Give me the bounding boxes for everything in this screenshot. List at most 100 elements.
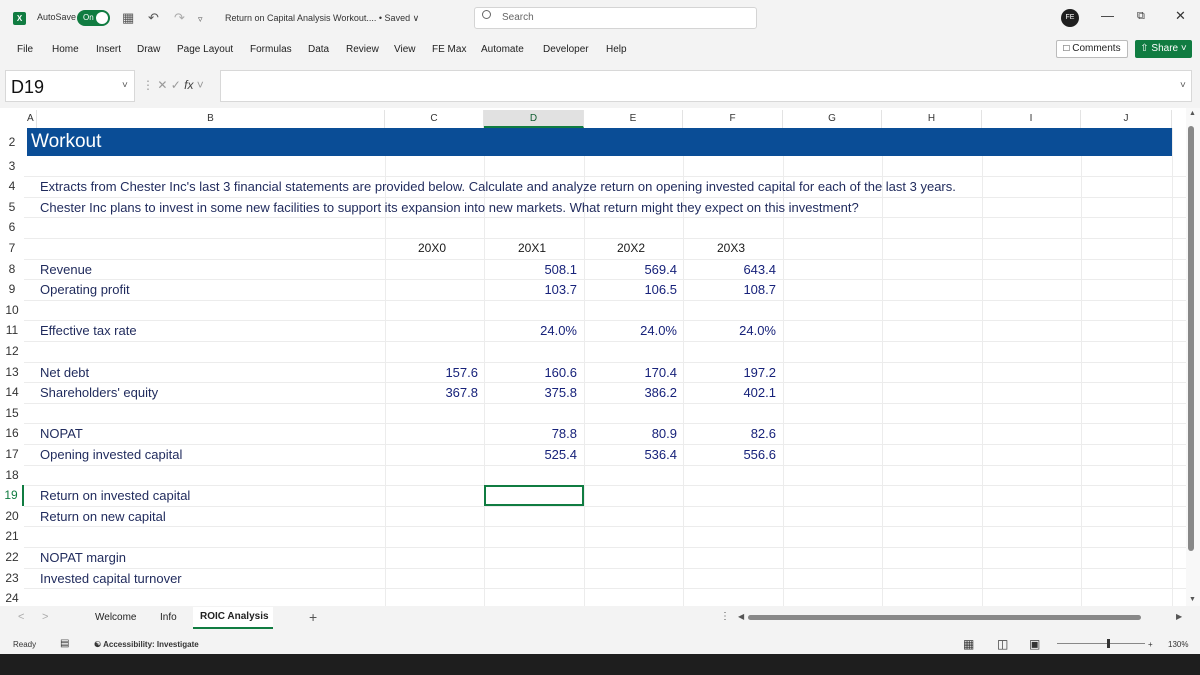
page-break-view-icon[interactable]: ▣ [1029, 637, 1041, 651]
row-header[interactable]: 21 [5, 529, 19, 543]
cell-nopat-20x1[interactable]: 78.8 [551, 426, 577, 441]
cell-equity-20x1[interactable]: 375.8 [544, 385, 577, 400]
fx-icon[interactable]: fx [184, 78, 194, 92]
cell-revenue-20x3[interactable]: 643.4 [743, 262, 776, 277]
minimize-icon[interactable]: — [1101, 8, 1114, 23]
zoom-slider[interactable] [1057, 643, 1145, 644]
row-header[interactable]: 8 [8, 262, 16, 276]
cell-tax-rate-20x3[interactable]: 24.0% [739, 323, 776, 338]
row-header[interactable]: 18 [5, 468, 19, 482]
column-header-c[interactable]: C [385, 110, 484, 128]
column-header-b[interactable]: B [37, 110, 385, 128]
horizontal-scroll-thumb[interactable] [748, 615, 1141, 620]
row-header[interactable]: 12 [5, 344, 19, 358]
column-header-g[interactable]: G [783, 110, 882, 128]
tab-review[interactable]: Review [346, 44, 379, 55]
row-header[interactable]: 6 [8, 220, 16, 234]
tab-info[interactable]: Info [160, 612, 177, 623]
tab-help[interactable]: Help [606, 44, 627, 55]
redo-icon[interactable]: ↷ [174, 10, 185, 25]
row-header[interactable]: 7 [8, 241, 16, 255]
active-sheet-tab[interactable] [193, 607, 273, 629]
row-header[interactable]: 23 [5, 571, 19, 585]
cell-opening-ic-20x2[interactable]: 536.4 [644, 447, 677, 462]
cell-op-profit-20x3[interactable]: 108.7 [743, 282, 776, 297]
cell-equity-20x3[interactable]: 402.1 [743, 385, 776, 400]
normal-view-icon[interactable]: ▦ [963, 637, 975, 651]
scroll-left-icon[interactable]: ◀ [738, 612, 745, 621]
row-header[interactable]: 15 [5, 406, 19, 420]
column-header-e[interactable]: E [584, 110, 683, 128]
cell-net-debt-20x2[interactable]: 170.4 [644, 365, 677, 380]
close-icon[interactable]: ✕ [1175, 8, 1186, 23]
comments-button[interactable]: □ Comments [1056, 40, 1128, 58]
row-header[interactable]: 20 [5, 509, 19, 523]
cell-op-profit-20x2[interactable]: 106.5 [644, 282, 677, 297]
cell-equity-20x0[interactable]: 367.8 [445, 385, 478, 400]
zoom-level[interactable]: 130% [1168, 640, 1189, 649]
undo-icon[interactable]: ↶ [148, 10, 159, 25]
cell-equity-20x2[interactable]: 386.2 [644, 385, 677, 400]
tab-home[interactable]: Home [52, 44, 79, 55]
cell-nopat-20x3[interactable]: 82.6 [750, 426, 776, 441]
tab-insert[interactable]: Insert [96, 44, 122, 55]
row-header[interactable]: 10 [5, 303, 19, 317]
prev-sheet-icon[interactable]: < [18, 611, 25, 623]
row-header[interactable]: 11 [5, 323, 19, 337]
cell-op-profit-20x1[interactable]: 103.7 [544, 282, 577, 297]
scroll-right-icon[interactable]: ▶ [1176, 612, 1183, 621]
tab-formulas[interactable]: Formulas [250, 44, 292, 55]
row-header[interactable]: 17 [5, 447, 19, 461]
name-box[interactable] [5, 70, 135, 102]
cell-net-debt-20x0[interactable]: 157.6 [445, 365, 478, 380]
accessibility-status[interactable]: ☯ Accessibility: Investigate [94, 640, 199, 649]
page-layout-view-icon[interactable]: ◫ [997, 637, 1009, 651]
scroll-up-icon[interactable]: ▲ [1189, 110, 1196, 117]
row-header[interactable]: 4 [8, 179, 16, 193]
tab-view[interactable]: View [394, 44, 416, 55]
row-header[interactable]: 14 [5, 385, 19, 399]
next-sheet-icon[interactable]: > [42, 611, 49, 623]
more-options-icon[interactable]: ⋮ [720, 611, 730, 622]
restore-icon[interactable]: ⧉ [1137, 10, 1145, 22]
row-header[interactable]: 22 [5, 550, 19, 564]
cell-net-debt-20x1[interactable]: 160.6 [544, 365, 577, 380]
tab-welcome[interactable]: Welcome [95, 612, 137, 623]
column-header-j[interactable]: J [1081, 110, 1172, 128]
zoom-slider-thumb[interactable] [1107, 639, 1110, 648]
macro-icon[interactable]: ▤ [60, 638, 70, 649]
row-header[interactable]: 24 [5, 591, 19, 605]
tab-roic-analysis[interactable]: ROIC Analysis [200, 611, 269, 622]
cell-tax-rate-20x1[interactable]: 24.0% [540, 323, 577, 338]
avatar[interactable]: FE [1061, 9, 1079, 27]
tab-automate[interactable]: Automate [481, 44, 524, 55]
tab-file[interactable]: File [17, 44, 34, 55]
row-header[interactable]: 9 [8, 282, 16, 296]
column-header-f[interactable]: F [683, 110, 783, 128]
row-header[interactable]: 16 [5, 426, 19, 440]
tab-data[interactable]: Data [308, 44, 330, 55]
row-header[interactable]: 2 [8, 135, 16, 149]
row-header-selected[interactable]: 19 [0, 485, 24, 506]
share-button[interactable]: ⇧ Share ˅ [1135, 40, 1192, 58]
save-icon[interactable]: ▦ [122, 10, 135, 25]
tab-fe-max[interactable]: FE Max [432, 44, 467, 55]
document-title[interactable]: Return on Capital Analysis Workout.... •… [225, 13, 420, 23]
cell-opening-ic-20x3[interactable]: 556.6 [743, 447, 776, 462]
formula-input[interactable] [220, 70, 1192, 102]
cell-revenue-20x2[interactable]: 569.4 [644, 262, 677, 277]
selected-cell-d19[interactable] [484, 485, 584, 506]
column-header-d[interactable]: D [484, 110, 584, 128]
customize-toolbar-icon[interactable]: ▿ [198, 14, 203, 24]
expand-formula-icon[interactable]: ˅ [1180, 80, 1186, 91]
column-header-h[interactable]: H [882, 110, 982, 128]
column-header-a[interactable]: A [27, 110, 37, 128]
tab-developer[interactable]: Developer [543, 44, 589, 55]
chevron-down-icon[interactable]: ˅ [122, 80, 128, 91]
cell-opening-ic-20x1[interactable]: 525.4 [544, 447, 577, 462]
tab-draw[interactable]: Draw [137, 44, 161, 55]
zoom-in-icon[interactable]: + [1148, 640, 1153, 649]
scroll-down-icon[interactable]: ▼ [1189, 596, 1196, 603]
row-header[interactable]: 13 [5, 365, 19, 379]
worksheet-grid[interactable] [0, 108, 1186, 606]
